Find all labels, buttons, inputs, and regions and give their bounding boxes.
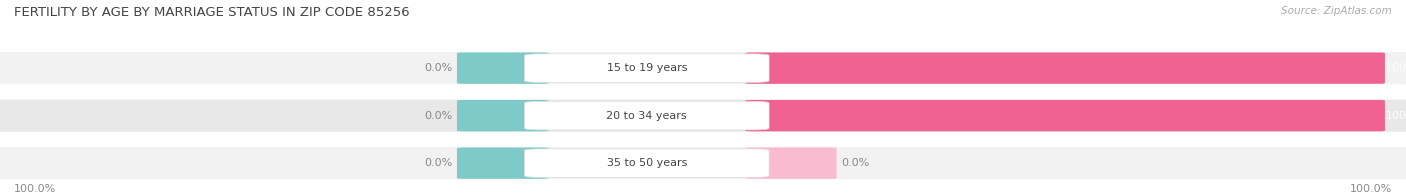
FancyBboxPatch shape — [745, 100, 1385, 131]
Text: 15 to 19 years: 15 to 19 years — [606, 63, 688, 73]
Text: 20 to 34 years: 20 to 34 years — [606, 111, 688, 121]
FancyBboxPatch shape — [0, 52, 1406, 84]
Text: 35 to 50 years: 35 to 50 years — [606, 158, 688, 168]
Text: Source: ZipAtlas.com: Source: ZipAtlas.com — [1281, 6, 1392, 16]
Text: 100.0%: 100.0% — [14, 184, 56, 194]
Text: 100.0%: 100.0% — [1386, 111, 1406, 121]
FancyBboxPatch shape — [0, 100, 1406, 132]
FancyBboxPatch shape — [457, 53, 548, 84]
FancyBboxPatch shape — [745, 53, 1385, 84]
FancyBboxPatch shape — [0, 147, 1406, 179]
Text: 0.0%: 0.0% — [425, 111, 453, 121]
FancyBboxPatch shape — [457, 147, 548, 179]
Text: 100.0%: 100.0% — [1350, 184, 1392, 194]
FancyBboxPatch shape — [524, 54, 769, 82]
Text: 100.0%: 100.0% — [1386, 63, 1406, 73]
FancyBboxPatch shape — [745, 147, 837, 179]
Text: 0.0%: 0.0% — [841, 158, 869, 168]
FancyBboxPatch shape — [457, 100, 548, 131]
Text: 0.0%: 0.0% — [425, 63, 453, 73]
Text: 0.0%: 0.0% — [425, 158, 453, 168]
FancyBboxPatch shape — [524, 149, 769, 177]
FancyBboxPatch shape — [524, 101, 769, 130]
Text: FERTILITY BY AGE BY MARRIAGE STATUS IN ZIP CODE 85256: FERTILITY BY AGE BY MARRIAGE STATUS IN Z… — [14, 6, 409, 19]
